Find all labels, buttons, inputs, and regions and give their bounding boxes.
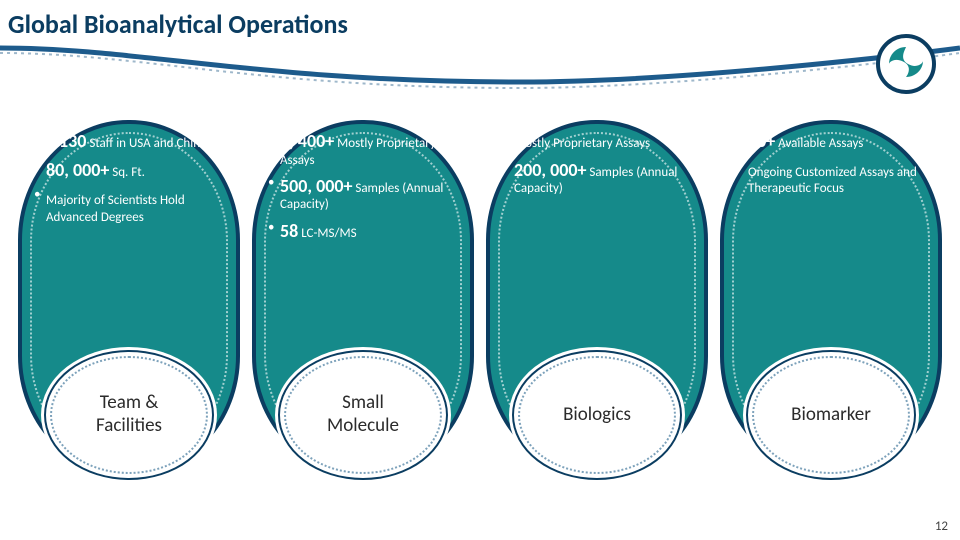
stat-number: 80+ — [748, 130, 775, 152]
bullets: •Mostly Proprietary Assays •200, 000+ Sa… — [502, 130, 702, 203]
col-biomarker: •80+ Available Assays •Ongoing Customize… — [720, 120, 942, 500]
label-line2: Facilities — [96, 414, 162, 437]
stat-number: 58 — [280, 220, 298, 242]
stat-text: LC-MS/MS — [298, 226, 356, 241]
stat-text: Sq. Ft. — [109, 165, 145, 180]
stat-number: 200, 000+ — [514, 159, 586, 181]
label-line1: Biomarker — [791, 403, 871, 426]
columns-container: •~ 130 Staff in USA and China •80, 000+ … — [18, 120, 942, 500]
pill-label: Team &Facilities — [44, 350, 214, 480]
stat-number: 80, 000+ — [46, 159, 109, 181]
bullets: •1, 400+ Mostly Proprietary Assays •500,… — [268, 130, 468, 248]
brand-logo — [876, 34, 936, 94]
label-line2: Molecule — [327, 414, 399, 437]
stat-text: Mostly Proprietary Assays — [514, 136, 650, 151]
slide: Global Bioanalytical Operations •~ 130 S… — [0, 0, 960, 540]
stat-number: 1, 400+ — [280, 130, 334, 152]
col-team: •~ 130 Staff in USA and China •80, 000+ … — [18, 120, 240, 500]
page-number: 12 — [935, 519, 948, 534]
pill-label: Biomarker — [746, 350, 916, 480]
label-line1: Small — [342, 391, 384, 414]
stat-number: 500, 000+ — [280, 175, 352, 197]
stat-number: ~ 130 — [46, 130, 86, 152]
swoosh-icon — [886, 44, 926, 84]
title-swoosh — [0, 42, 960, 102]
label-line1: Team & — [100, 391, 159, 414]
stat-text: Staff in USA and China — [86, 136, 206, 151]
col-small-molecule: •1, 400+ Mostly Proprietary Assays •500,… — [252, 120, 474, 500]
label-line1: Biologics — [563, 403, 631, 426]
pill-label: SmallMolecule — [278, 350, 448, 480]
pill-label: Biologics — [512, 350, 682, 480]
col-biologics: •Mostly Proprietary Assays •200, 000+ Sa… — [486, 120, 708, 500]
stat-text: Majority of Scientists Hold Advanced Deg… — [46, 193, 185, 225]
bullets: •80+ Available Assays •Ongoing Customize… — [736, 130, 936, 203]
bullets: •~ 130 Staff in USA and China •80, 000+ … — [34, 130, 234, 232]
page-title: Global Bioanalytical Operations — [8, 8, 348, 40]
stat-text: Ongoing Customized Assays and Therapeuti… — [748, 165, 917, 197]
stat-text: Available Assays — [775, 136, 863, 151]
